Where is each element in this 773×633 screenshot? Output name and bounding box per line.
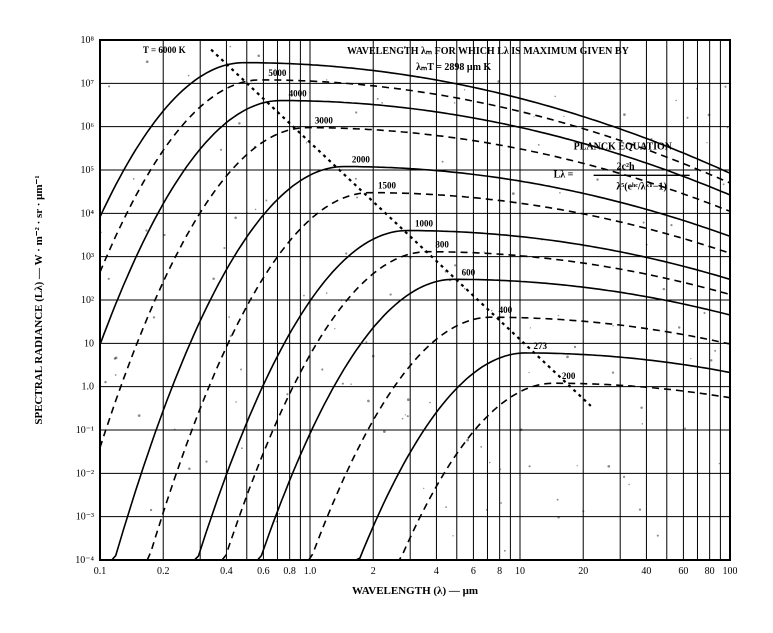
planck-num: 2c²h: [617, 161, 635, 172]
scan-noise: [100, 46, 728, 552]
svg-text:10⁻³: 10⁻³: [76, 512, 94, 523]
svg-text:4: 4: [434, 566, 439, 577]
svg-text:10³: 10³: [81, 252, 94, 263]
svg-text:10⁻¹: 10⁻¹: [76, 425, 94, 436]
svg-text:10: 10: [84, 338, 94, 349]
planck-curve-600: [258, 279, 731, 560]
wien-title: WAVELENGTH λₘ FOR WHICH Lλ IS MAXIMUM GI…: [347, 46, 630, 57]
curve-label-1500: 1500: [378, 181, 397, 191]
svg-text:0.4: 0.4: [220, 566, 233, 577]
curve-label-6000: T = 6000 K: [143, 45, 186, 55]
svg-text:80: 80: [705, 566, 715, 577]
curve-label-200: 200: [562, 371, 576, 381]
curve-label-400: 400: [499, 305, 513, 315]
wien-value: λₘT = 2898 μm K: [416, 62, 491, 73]
chart-svg: 0.1 0.2 0.4 0.6 0.8 1.0 2 4 6 8 10 20 40 60 80 100 10⁻⁴ 1…: [20, 20, 750, 610]
planck-den: λ⁵(eʰᶜ/λᵏᵀ−1): [616, 181, 666, 192]
svg-text:10⁵: 10⁵: [81, 165, 95, 176]
svg-text:10⁶: 10⁶: [81, 122, 95, 133]
planck-lhs: Lλ =: [554, 169, 574, 180]
svg-text:10²: 10²: [81, 295, 94, 306]
svg-text:0.2: 0.2: [157, 566, 170, 577]
y-axis-label: SPECTRAL RADIANCE (Lλ) — W · m⁻² · sr · …: [33, 175, 45, 424]
svg-text:10⁴: 10⁴: [81, 208, 95, 219]
curve-label-5000: 5000: [268, 68, 287, 78]
curve-label-273: 273: [533, 341, 547, 351]
planck-title: PLANCK EQUATION: [574, 141, 673, 152]
curve-label-4000: 4000: [289, 89, 308, 99]
svg-text:10: 10: [515, 566, 525, 577]
planck-curve-273: [356, 353, 730, 560]
svg-text:1.0: 1.0: [82, 382, 95, 393]
curve-label-3000: 3000: [315, 116, 334, 126]
svg-text:8: 8: [497, 566, 502, 577]
svg-text:60: 60: [678, 566, 688, 577]
curve-label-1000: 1000: [415, 219, 434, 229]
svg-text:0.6: 0.6: [257, 566, 270, 577]
curve-label-800: 800: [435, 240, 449, 250]
svg-text:10⁻²: 10⁻²: [76, 468, 94, 479]
wien-line: [211, 50, 591, 406]
svg-text:40: 40: [641, 566, 651, 577]
planck-chart: 0.1 0.2 0.4 0.6 0.8 1.0 2 4 6 8 10 20 40 60 80 100 10⁻⁴ 1…: [20, 20, 750, 610]
curve-label-2000: 2000: [352, 155, 371, 165]
svg-text:1.0: 1.0: [304, 566, 317, 577]
svg-text:10⁷: 10⁷: [81, 78, 95, 89]
svg-text:10⁸: 10⁸: [81, 35, 95, 46]
svg-text:0.8: 0.8: [283, 566, 296, 577]
svg-text:6: 6: [471, 566, 476, 577]
svg-text:100: 100: [723, 566, 738, 577]
svg-text:10⁻⁴: 10⁻⁴: [75, 555, 94, 566]
curve-label-600: 600: [462, 267, 476, 277]
svg-text:20: 20: [578, 566, 588, 577]
planck-curve-200: [395, 383, 730, 560]
svg-text:2: 2: [371, 566, 376, 577]
svg-text:0.1: 0.1: [94, 566, 107, 577]
x-axis-label: WAVELENGTH (λ) — μm: [352, 585, 478, 597]
